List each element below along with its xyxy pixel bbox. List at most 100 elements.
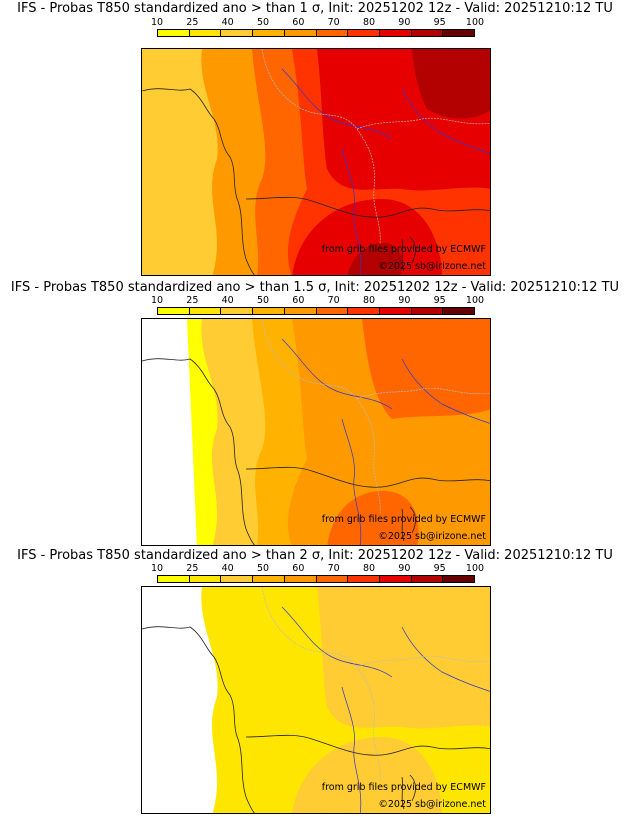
colorbar: 10 25 40 50 60 70 80 90 95 100 [151, 563, 484, 588]
colorbar-swatch [316, 576, 349, 582]
colorbar-swatch [348, 308, 380, 314]
colorbar-swatch [284, 308, 317, 314]
colorbar-swatch [411, 576, 444, 582]
map-lines [142, 49, 490, 275]
colorbar-boxes [157, 575, 475, 583]
colorbar-tick-label: 90 [398, 295, 411, 306]
colorbar-tick-label: 80 [362, 563, 376, 574]
colorbar-swatch [253, 576, 285, 582]
colorbar-swatch [316, 30, 349, 36]
colorbar-tick-label: 100 [465, 17, 485, 28]
credit-copyright: ©2025 sb@irizone.net [378, 531, 486, 542]
coastline [401, 506, 416, 542]
panel-title: IFS - Probas T850 standardized ano > tha… [17, 548, 613, 563]
map-lines [142, 587, 490, 813]
colorbar-tick-label: 70 [327, 295, 340, 306]
colorbar-swatch [443, 30, 475, 36]
border [356, 387, 490, 400]
colorbar-tick-label: 60 [292, 563, 305, 574]
colorbar-swatch [284, 30, 317, 36]
coastline [142, 626, 255, 813]
credit-source: from grib files provided by ECMWF [321, 782, 486, 793]
coastline [245, 196, 490, 218]
river [281, 68, 393, 140]
map-graphic [142, 49, 490, 275]
colorbar-swatch [411, 308, 444, 314]
coastline [245, 466, 490, 488]
colorbar-tick-label: 70 [327, 17, 340, 28]
colorbar-swatch [158, 308, 190, 314]
map-graphic [142, 319, 490, 545]
colorbar-tick-label: 60 [292, 295, 305, 306]
colorbar-tick-label: 40 [221, 17, 234, 28]
colorbar-swatch [379, 308, 412, 314]
colorbar-tick-label: 90 [398, 563, 411, 574]
colorbar-tick-label: 100 [465, 563, 485, 574]
colorbar-swatch [411, 30, 444, 36]
border [356, 655, 490, 668]
credit-copyright: ©2025 sb@irizone.net [378, 799, 486, 810]
probability-zones [201, 587, 490, 813]
border [261, 49, 381, 245]
map-lines [142, 319, 490, 545]
colorbar-tick-label: 50 [256, 563, 270, 574]
colorbar-tick-label: 25 [186, 17, 199, 28]
colorbar-swatch [221, 308, 254, 314]
colorbar-swatch [443, 308, 475, 314]
border [261, 587, 381, 783]
coastline [245, 734, 490, 756]
colorbar-tick-label: 10 [150, 295, 164, 306]
credit-source: from grib files provided by ECMWF [321, 514, 486, 525]
colorbar-tick-label: 40 [221, 295, 234, 306]
colorbar-tick-label: 40 [221, 563, 234, 574]
probability-panel-2: IFS - Probas T850 standardized ano > tha… [0, 276, 630, 552]
coastline [401, 236, 416, 272]
river [401, 626, 490, 692]
colorbar-boxes [157, 307, 475, 315]
colorbar-boxes [157, 29, 475, 37]
river [341, 686, 362, 813]
river [401, 88, 490, 154]
colorbar-swatch [316, 308, 349, 314]
colorbar-swatch [379, 30, 412, 36]
river [401, 358, 490, 424]
probability-panel-1: IFS - Probas T850 standardized ano > tha… [0, 0, 630, 276]
colorbar-tick-label: 70 [327, 563, 340, 574]
probability-zones [142, 49, 490, 275]
probability-panel-3: IFS - Probas T850 standardized ano > tha… [0, 544, 630, 820]
coastline [142, 358, 255, 545]
colorbar-tick-label: 50 [256, 17, 270, 28]
colorbar-tick-label: 100 [465, 295, 485, 306]
colorbar-swatch [158, 30, 190, 36]
colorbar-swatch [348, 30, 380, 36]
coastline [401, 774, 416, 810]
colorbar-tick-label: 25 [186, 563, 199, 574]
border [356, 117, 490, 130]
panel-title: IFS - Probas T850 standardized ano > tha… [17, 1, 613, 16]
colorbar-tick-label: 95 [433, 295, 446, 306]
credit-source: from grib files provided by ECMWF [321, 244, 486, 255]
credit-copyright: ©2025 sb@irizone.net [378, 261, 486, 272]
colorbar-swatch [189, 576, 222, 582]
river [341, 418, 362, 545]
colorbar-swatch [189, 30, 222, 36]
colorbar-swatch [379, 576, 412, 582]
probability-zone [347, 587, 490, 813]
colorbar-tick-label: 95 [433, 17, 446, 28]
colorbar-swatch [284, 576, 317, 582]
colorbar-tick-label: 95 [433, 563, 446, 574]
river [281, 606, 393, 678]
colorbar: 10 25 40 50 60 70 80 90 95 100 [151, 295, 484, 320]
colorbar-tick-label: 80 [362, 17, 376, 28]
river [281, 338, 393, 410]
border [261, 319, 381, 515]
probability-zone [347, 49, 490, 275]
colorbar-swatch [253, 308, 285, 314]
colorbar-tick-label: 50 [256, 295, 270, 306]
probability-zones [187, 319, 490, 545]
colorbar: 10 25 40 50 60 70 80 90 95 100 [151, 17, 484, 42]
probability-map: from grib files provided by ECMWF ©2025 … [141, 318, 491, 546]
colorbar-swatch [221, 30, 254, 36]
colorbar-tick-label: 80 [362, 295, 376, 306]
panel-title: IFS - Probas T850 standardized ano > tha… [10, 280, 620, 295]
